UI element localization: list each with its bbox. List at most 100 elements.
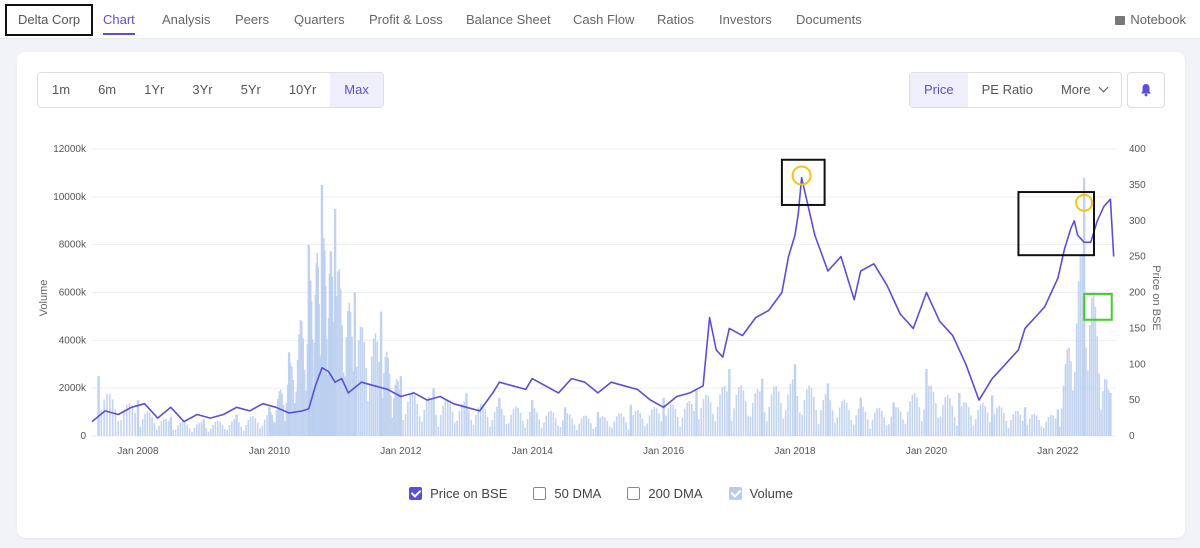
volume-bar [679,426,681,436]
alert-button[interactable] [1127,72,1165,108]
range-max[interactable]: Max [330,73,383,107]
range-3yr[interactable]: 3Yr [192,82,213,97]
volume-bar [538,419,541,436]
tab-quarters[interactable]: Quarters [294,12,345,27]
volume-bar [963,402,965,436]
legend-volume[interactable]: Volume [728,486,793,501]
volume-bar [890,416,893,436]
volume-bar [653,407,656,436]
checkbox-empty-icon [627,487,641,500]
volume-bar [782,418,785,436]
volume-bar [1047,416,1050,436]
tab-analysis[interactable]: Analysis [162,12,211,27]
range-1yr[interactable]: 1Yr [144,82,165,97]
volume-bar [587,418,590,436]
volume-bar [644,426,646,436]
volume-bar [554,418,557,436]
volume-bar [421,421,423,436]
y-left-tick-label: 0 [80,431,86,442]
volume-bar [512,408,515,436]
volume-bar [813,396,815,436]
tab-profit-loss[interactable]: Profit & Loss [369,12,443,27]
tab-investors[interactable]: Investors [719,12,772,27]
volume-bar [1072,390,1074,436]
volume-bar [1052,415,1054,436]
tab-cash-flow[interactable]: Cash Flow [573,12,635,27]
volume-bar [111,399,114,436]
volume-bar [672,404,674,436]
volume-bar [935,403,937,436]
volume-bar [622,416,625,436]
volume-bar [965,402,968,436]
volume-bar [1092,292,1095,436]
metric-more[interactable]: More [1047,73,1121,107]
volume-bar [857,408,860,436]
range-5yr[interactable]: 5Yr [240,82,261,97]
volume-bar [1094,306,1097,436]
y-left-tick-label: 6000k [59,288,87,299]
volume-bar [1031,414,1033,436]
volume-bar [363,341,366,436]
notebook-link[interactable]: Notebook [1115,0,1186,38]
volume-bar [690,403,693,436]
volume-bar [531,400,534,436]
metric-pe-ratio[interactable]: PE Ratio [981,82,1033,97]
volume-bar [573,424,576,436]
volume-bar [1088,324,1091,436]
volume-bar [348,302,350,436]
price-volume-chart: 0 2000k 4000k 6000k 8000k 10000k 12000k 0 50 100 1… [38,144,1162,457]
volume-bar [444,400,447,436]
y-right-tick-label: 0 [1129,431,1135,442]
company-name[interactable]: Delta Corp [5,4,94,36]
volume-bar [629,404,632,436]
volume-bar [384,356,387,436]
legend-50dma[interactable]: 50 DMA [533,486,601,501]
range-1m[interactable]: 1m [52,82,71,97]
range-6m[interactable]: 6m [98,82,117,97]
volume-bar [324,286,327,436]
volume-bar [686,402,688,436]
volume-bar [317,267,320,436]
tab-balance-sheet[interactable]: Balance Sheet [466,12,551,27]
volume-bar [209,428,212,436]
volume-bar [493,411,496,436]
volume-bar [390,395,392,436]
legend-price[interactable]: Price on BSE [409,486,507,501]
volume-bar [212,424,214,436]
tab-documents[interactable]: Documents [796,12,862,27]
volume-bar [902,419,904,436]
volume-bar [606,420,609,436]
volume-bar [249,416,252,436]
volume-bar [702,399,705,436]
low-2022-box [1083,292,1113,321]
tab-ratios[interactable]: Ratios [657,12,694,27]
metric-price[interactable]: Price [910,73,968,107]
tab-peers[interactable]: Peers [235,12,269,27]
volume-bar [498,397,501,436]
range-10yr[interactable]: 10Yr [288,82,317,97]
volume-bar [881,410,883,436]
volume-bar [850,420,853,436]
x-tick-label: Jan 2020 [906,446,948,457]
volume-bar [1023,407,1027,436]
volume-bar [852,424,855,436]
legend-200dma[interactable]: 200 DMA [627,486,703,501]
volume-bar [829,400,832,436]
volume-bar [361,327,364,436]
axis-ticks: 0 2000k 4000k 6000k 8000k 10000k 12000k 0 50 100 1… [53,144,1146,457]
volume-bar [838,407,841,436]
volume-bar [716,406,719,436]
volume-bar [1050,414,1052,436]
volume-bar [998,405,1001,436]
volume-bar [740,385,742,436]
volume-bar [594,427,597,436]
tab-chart[interactable]: Chart [103,0,135,38]
volume-bar [1005,420,1008,436]
volume-bar [325,339,328,436]
volume-bar [1098,373,1100,436]
volume-bar [639,412,641,436]
volume-bar [712,413,714,436]
volume-bar [285,402,288,436]
volume-bar [374,333,377,436]
volume-bar [322,252,324,436]
